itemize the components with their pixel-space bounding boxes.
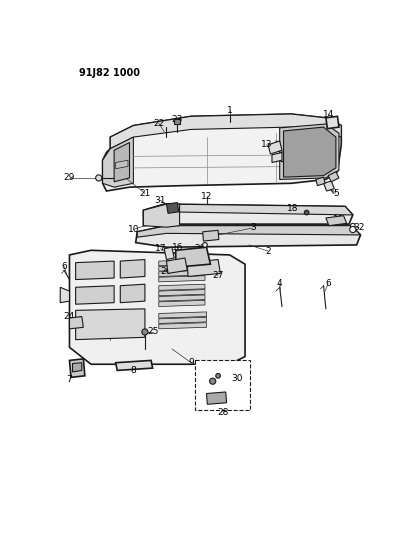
Polygon shape	[272, 152, 282, 163]
Polygon shape	[76, 309, 145, 340]
Text: 4: 4	[277, 279, 283, 288]
Circle shape	[96, 175, 102, 181]
Text: 29: 29	[64, 173, 75, 182]
Text: 20: 20	[195, 244, 206, 253]
Polygon shape	[143, 204, 353, 225]
Polygon shape	[159, 301, 205, 306]
Polygon shape	[116, 360, 152, 370]
Polygon shape	[280, 150, 293, 161]
Polygon shape	[159, 260, 205, 265]
Polygon shape	[326, 116, 339, 128]
Polygon shape	[159, 317, 206, 324]
Polygon shape	[326, 216, 346, 225]
Polygon shape	[187, 260, 220, 277]
Polygon shape	[283, 127, 336, 177]
Text: 11: 11	[333, 215, 345, 224]
Text: 19: 19	[310, 147, 322, 156]
Polygon shape	[159, 295, 205, 301]
Polygon shape	[174, 119, 180, 124]
Text: 24: 24	[64, 312, 75, 321]
Polygon shape	[166, 258, 187, 273]
Text: 6: 6	[61, 262, 67, 271]
Polygon shape	[60, 287, 70, 303]
Text: 31: 31	[154, 196, 166, 205]
Polygon shape	[203, 230, 219, 241]
Polygon shape	[164, 247, 174, 260]
Polygon shape	[110, 114, 341, 149]
Polygon shape	[120, 260, 145, 278]
Polygon shape	[73, 363, 82, 372]
Polygon shape	[206, 392, 227, 405]
Circle shape	[203, 243, 207, 247]
Polygon shape	[143, 204, 353, 216]
Polygon shape	[143, 204, 180, 227]
Polygon shape	[76, 261, 114, 280]
Text: 8: 8	[131, 366, 136, 375]
Text: 18: 18	[287, 204, 299, 213]
Text: 32: 32	[353, 223, 365, 232]
Text: 91J82 1000: 91J82 1000	[80, 68, 140, 78]
Text: 21: 21	[139, 189, 151, 198]
Text: 26: 26	[161, 268, 172, 276]
Text: 16: 16	[171, 243, 183, 252]
Text: 15: 15	[286, 144, 297, 153]
Circle shape	[351, 223, 355, 228]
Text: 1: 1	[227, 106, 232, 115]
Polygon shape	[328, 172, 339, 182]
Polygon shape	[137, 225, 360, 237]
Text: 5: 5	[333, 189, 339, 198]
Text: 10: 10	[128, 225, 139, 234]
Text: 22: 22	[153, 119, 164, 128]
Circle shape	[350, 227, 356, 232]
Polygon shape	[159, 312, 206, 318]
Text: 12: 12	[201, 192, 212, 201]
Text: 25: 25	[147, 327, 158, 336]
Polygon shape	[159, 284, 205, 290]
Text: 30: 30	[232, 374, 243, 383]
Polygon shape	[268, 141, 282, 154]
Polygon shape	[103, 114, 341, 191]
Polygon shape	[70, 359, 85, 377]
Text: 14: 14	[323, 109, 334, 118]
Polygon shape	[159, 276, 205, 282]
FancyBboxPatch shape	[195, 360, 250, 410]
Polygon shape	[136, 225, 360, 247]
Polygon shape	[70, 251, 245, 364]
Polygon shape	[316, 177, 325, 185]
Circle shape	[210, 378, 216, 384]
Text: 27: 27	[213, 271, 224, 280]
Text: 20: 20	[320, 152, 332, 161]
Text: 7: 7	[67, 375, 73, 384]
Circle shape	[142, 329, 148, 335]
Text: 23: 23	[171, 115, 183, 124]
Polygon shape	[76, 286, 114, 304]
Polygon shape	[116, 160, 128, 168]
Text: 13: 13	[261, 140, 272, 149]
Circle shape	[304, 210, 309, 215]
Polygon shape	[166, 203, 179, 213]
Circle shape	[216, 374, 220, 378]
Polygon shape	[323, 181, 335, 191]
Polygon shape	[114, 142, 129, 182]
Polygon shape	[103, 137, 133, 187]
Polygon shape	[159, 322, 206, 329]
Text: 9: 9	[188, 358, 194, 367]
Text: 6: 6	[325, 279, 331, 288]
Polygon shape	[120, 284, 145, 303]
Text: 2: 2	[265, 247, 271, 255]
Text: 28: 28	[218, 408, 229, 417]
Text: 3: 3	[250, 223, 255, 232]
Polygon shape	[159, 289, 205, 296]
Polygon shape	[159, 270, 205, 277]
Polygon shape	[70, 317, 83, 329]
Polygon shape	[159, 265, 205, 271]
Polygon shape	[176, 247, 211, 267]
Polygon shape	[280, 124, 339, 180]
Text: 17: 17	[154, 244, 166, 253]
